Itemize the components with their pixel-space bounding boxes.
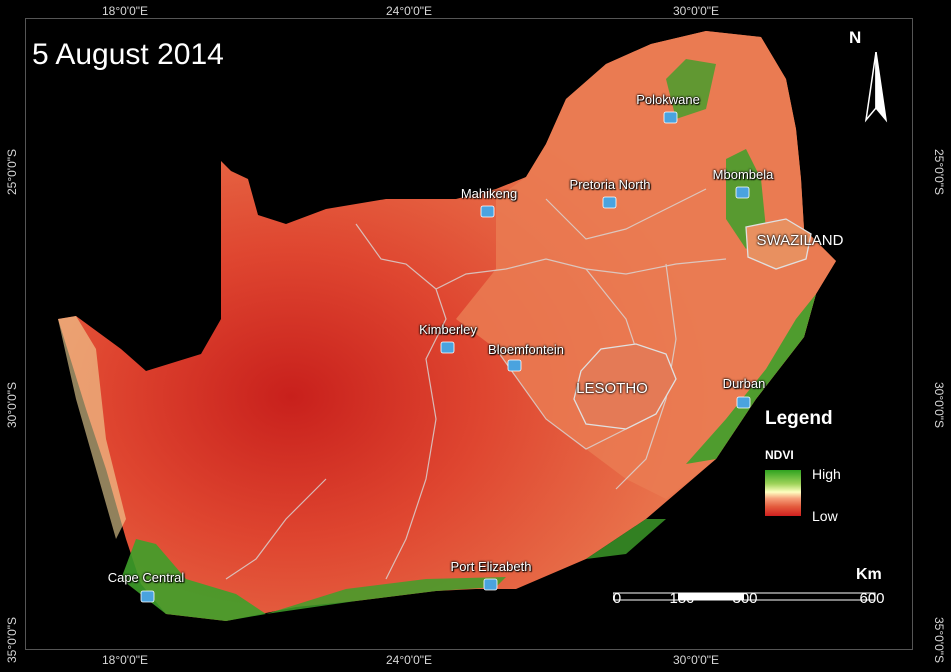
graticule-bottom-label: 24°0'0"E xyxy=(385,653,433,667)
city-label-bloemfontein: Bloemfontein xyxy=(488,342,564,357)
city-marker-icon xyxy=(736,396,751,409)
city-label-port-elizabeth: Port Elizabeth xyxy=(450,559,532,574)
city-label-durban: Durban xyxy=(722,376,766,391)
city-marker-icon xyxy=(507,359,522,372)
city-marker-icon xyxy=(483,578,498,591)
vegetation-patches xyxy=(121,59,816,621)
city-label-polokwane: Polokwane xyxy=(636,92,700,107)
ndvi-map xyxy=(58,31,836,621)
city-marker-icon xyxy=(735,186,750,199)
ne-region xyxy=(456,31,836,499)
graticule-top-label: 18°0'0"E xyxy=(101,4,149,18)
city-marker-icon xyxy=(140,590,155,603)
graticule-top-label: 24°0'0"E xyxy=(385,4,433,18)
scale-unit-label: Km xyxy=(856,566,882,583)
swaziland-outline xyxy=(745,218,812,270)
legend-high-label: High xyxy=(812,466,841,482)
graticule-top-label: 30°0'0"E xyxy=(672,4,720,18)
city-marker-icon xyxy=(663,111,678,124)
province-borders xyxy=(225,188,727,580)
legend-field: NDVI xyxy=(765,448,794,462)
country-label-lesotho: LESOTHO xyxy=(576,380,648,397)
city-label-mbombela: Mbombela xyxy=(712,167,774,182)
city-label-mahikeng: Mahikeng xyxy=(460,186,518,201)
city-marker-icon xyxy=(480,205,495,218)
legend-low-label: Low xyxy=(812,508,838,524)
country-label-swaziland: SWAZILAND xyxy=(756,232,844,249)
city-label-pretoria-north: Pretoria North xyxy=(569,177,651,192)
legend-title: Legend xyxy=(765,408,833,429)
scale-label: 600 xyxy=(859,590,885,607)
graticule-bottom-label: 18°0'0"E xyxy=(101,653,149,667)
map-frame xyxy=(25,18,913,650)
west-coast-transition xyxy=(58,316,126,539)
scale-bar xyxy=(613,592,876,601)
city-label-kimberley: Kimberley xyxy=(419,322,477,337)
scale-label: 300 xyxy=(732,590,758,607)
map-date-title: 5 August 2014 xyxy=(32,38,224,71)
north-arrow-icon xyxy=(864,52,888,123)
scale-label: 0 xyxy=(612,590,622,607)
city-label-cape-central: Cape Central xyxy=(107,570,185,585)
city-marker-icon xyxy=(440,341,455,354)
legend-color-ramp xyxy=(765,470,801,516)
north-label: N xyxy=(849,28,862,47)
scale-label: 150 xyxy=(669,590,695,607)
city-marker-icon xyxy=(602,196,617,209)
lesotho-outline xyxy=(573,343,677,430)
graticule-bottom-label: 30°0'0"E xyxy=(672,653,720,667)
